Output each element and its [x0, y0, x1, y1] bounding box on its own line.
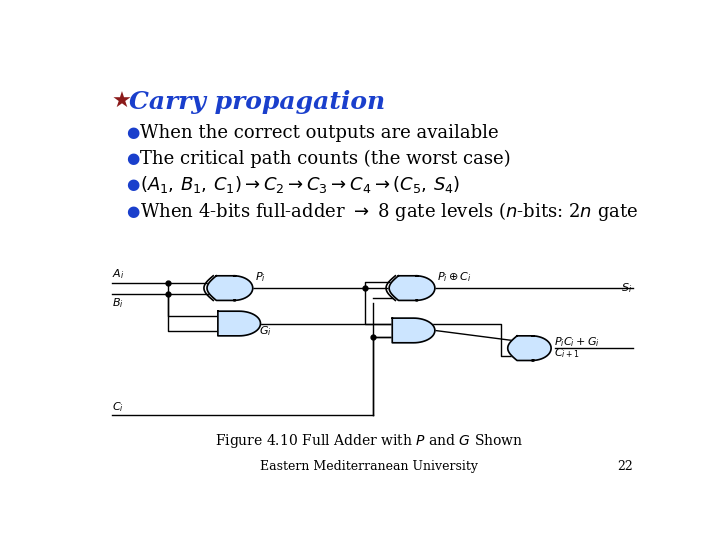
Text: 22: 22: [617, 460, 632, 473]
Text: $B_i$: $B_i$: [112, 296, 123, 309]
Text: ●: ●: [127, 178, 140, 192]
Text: $P_i$: $P_i$: [255, 271, 266, 284]
Text: $C_i$: $C_i$: [112, 400, 124, 414]
Text: When the correct outputs are available: When the correct outputs are available: [140, 124, 499, 141]
Text: $C_{i+1}$: $C_{i+1}$: [554, 346, 580, 360]
Polygon shape: [392, 318, 435, 343]
Text: $P_iC_i + G_i$: $P_iC_i + G_i$: [554, 335, 600, 349]
Text: ●: ●: [127, 204, 140, 219]
Text: Carry propagation: Carry propagation: [129, 90, 385, 114]
Text: ●: ●: [127, 125, 140, 140]
Polygon shape: [389, 276, 435, 300]
Polygon shape: [207, 276, 253, 300]
Text: $P_i \oplus C_i$: $P_i \oplus C_i$: [437, 271, 472, 284]
Polygon shape: [508, 336, 551, 361]
Text: ●: ●: [127, 151, 140, 166]
Text: $S_i$: $S_i$: [621, 281, 632, 295]
Text: $(A_1,\, B_1,\, C_1) \rightarrow C_2 \rightarrow C_3 \rightarrow C_4 \rightarrow: $(A_1,\, B_1,\, C_1) \rightarrow C_2 \ri…: [140, 174, 461, 195]
Text: $G_i$: $G_i$: [259, 325, 271, 338]
Text: The critical path counts (the worst case): The critical path counts (the worst case…: [140, 150, 511, 168]
Text: When 4-bits full-adder $\rightarrow$ 8 gate levels ($n$-bits: 2$n$ gate: When 4-bits full-adder $\rightarrow$ 8 g…: [140, 200, 639, 222]
Text: Eastern Mediterranean University: Eastern Mediterranean University: [260, 460, 478, 473]
Text: Figure 4.10 Full Adder with $P$ and $G$ Shown: Figure 4.10 Full Adder with $P$ and $G$ …: [215, 431, 523, 450]
Polygon shape: [218, 311, 261, 336]
Text: $A_i$: $A_i$: [112, 267, 124, 281]
Text: ★: ★: [112, 92, 132, 112]
